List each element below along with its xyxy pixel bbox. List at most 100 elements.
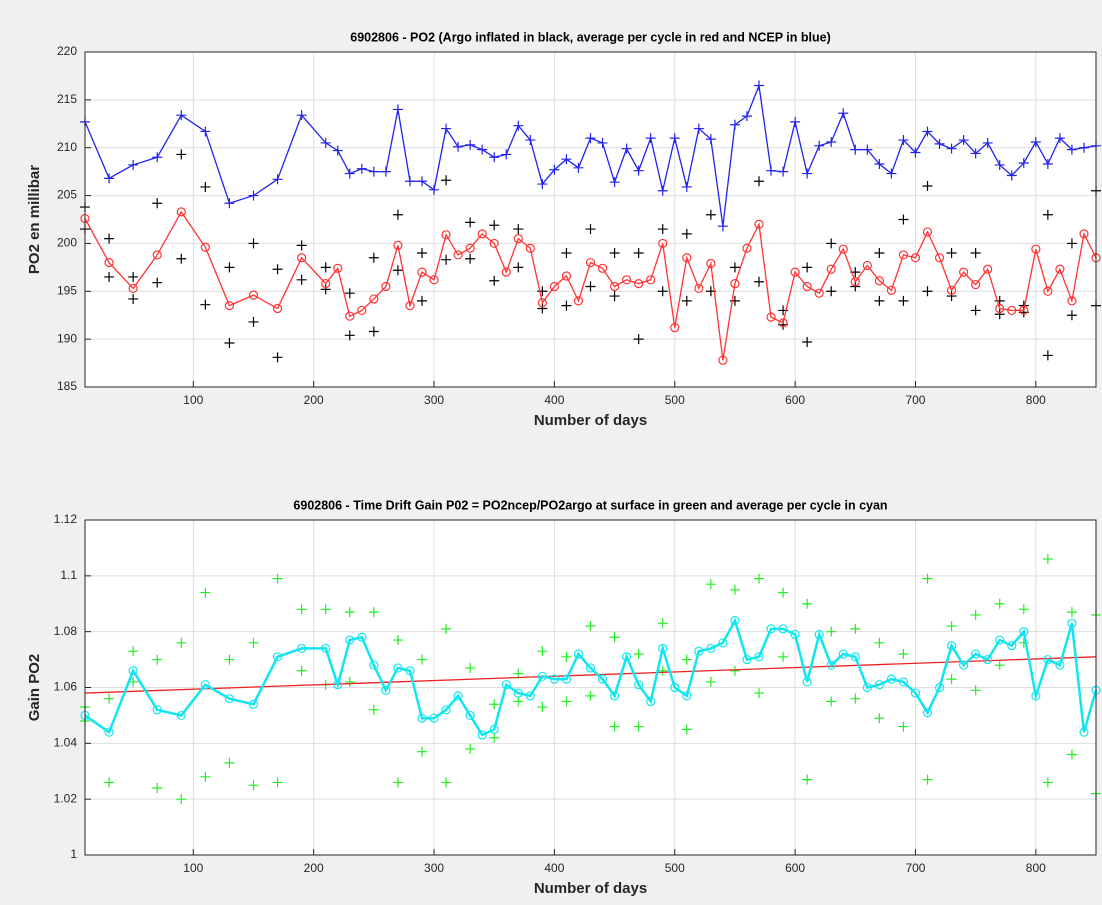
cross-marker	[296, 604, 307, 615]
circle-marker	[248, 290, 259, 300]
cross-marker	[272, 352, 283, 363]
cross-marker	[754, 688, 764, 699]
cross-marker	[1078, 142, 1089, 153]
cross-marker	[296, 240, 307, 251]
cross-marker	[886, 168, 897, 179]
circle-marker	[694, 283, 704, 294]
cross-marker	[417, 746, 427, 757]
cross-marker	[525, 135, 536, 146]
cross-marker	[609, 177, 620, 188]
cross-marker	[296, 110, 307, 121]
cross-marker	[754, 276, 764, 287]
cross-marker	[1018, 604, 1029, 615]
cross-marker	[922, 774, 933, 785]
circle-marker	[549, 674, 559, 684]
cross-marker	[1066, 607, 1077, 618]
y-tick-label: 1.1	[60, 568, 77, 582]
cross-marker	[681, 228, 692, 239]
x-tick-label: 700	[905, 393, 925, 407]
cross-marker	[465, 253, 476, 264]
cross-marker	[946, 143, 957, 154]
cross-marker	[633, 334, 644, 345]
cross-marker	[633, 649, 644, 659]
cross-marker	[344, 288, 355, 299]
cross-marker	[152, 654, 163, 665]
cross-marker	[176, 637, 187, 648]
cross-marker	[441, 175, 452, 186]
cross-marker	[874, 713, 885, 724]
y-axis-label: PO2 en millibar	[26, 165, 43, 274]
cross-marker	[1066, 749, 1077, 760]
cross-marker	[1042, 158, 1053, 169]
y-tick-label: 190	[57, 331, 77, 345]
cross-marker	[272, 573, 283, 584]
cross-marker	[224, 654, 235, 665]
cross-marker	[272, 777, 283, 788]
cross-marker	[537, 646, 548, 657]
cross-marker	[441, 123, 452, 134]
cross-marker	[441, 254, 452, 265]
cross-marker	[693, 123, 704, 134]
circle-marker	[513, 688, 523, 698]
circle-marker	[802, 281, 812, 292]
cross-marker	[477, 144, 488, 155]
y-tick-label: 220	[57, 44, 77, 58]
y-axis-label: Gain PO2	[26, 654, 43, 722]
cross-marker	[224, 262, 235, 273]
circle-marker	[742, 654, 752, 665]
circle-marker	[634, 680, 644, 690]
circle-marker	[1067, 296, 1077, 306]
cross-marker	[392, 265, 403, 276]
circle-marker	[357, 632, 367, 642]
cross-marker	[368, 326, 379, 337]
circle-marker	[922, 708, 933, 718]
cross-marker	[176, 253, 187, 264]
circle-marker	[946, 285, 957, 295]
plot-area	[85, 52, 1096, 387]
circle-marker	[946, 641, 957, 651]
circle-marker	[513, 234, 523, 244]
circle-marker	[597, 263, 608, 273]
cross-marker	[802, 774, 813, 785]
circle-marker	[345, 635, 355, 645]
circle-marker	[1019, 627, 1029, 637]
circle-marker	[333, 680, 343, 690]
circle-marker	[369, 294, 379, 304]
cross-marker	[561, 651, 572, 662]
circle-marker	[658, 643, 668, 654]
cross-marker	[392, 104, 403, 115]
circle-marker	[658, 238, 668, 249]
circle-marker	[718, 638, 728, 648]
circle-marker	[128, 666, 138, 676]
circle-marker	[152, 250, 162, 260]
circle-marker	[898, 250, 909, 260]
circle-marker	[959, 660, 969, 670]
cross-marker	[946, 248, 957, 258]
cross-marker	[489, 220, 500, 231]
cross-marker	[152, 277, 163, 288]
circle-marker	[417, 267, 427, 277]
circle-marker	[934, 682, 945, 693]
circle-marker	[959, 267, 969, 277]
cross-marker	[970, 609, 981, 620]
cross-marker	[104, 173, 115, 184]
circle-marker	[549, 281, 559, 292]
circle-marker	[297, 643, 307, 654]
x-tick-label: 400	[544, 861, 564, 875]
circle-marker	[104, 257, 114, 268]
cross-marker	[874, 637, 885, 648]
cross-marker	[417, 176, 427, 187]
circle-marker	[706, 643, 716, 654]
cross-marker	[657, 185, 668, 196]
x-tick-label: 500	[665, 861, 685, 875]
circle-marker	[910, 688, 921, 698]
cross-marker	[717, 221, 728, 232]
circle-marker	[995, 635, 1005, 645]
cross-marker	[922, 126, 933, 137]
y-tick-label: 205	[57, 188, 77, 202]
y-tick-label: 185	[57, 379, 77, 393]
cross-marker	[657, 224, 668, 235]
circle-marker	[224, 694, 235, 704]
circle-marker	[381, 281, 391, 292]
circle-marker	[778, 624, 788, 634]
